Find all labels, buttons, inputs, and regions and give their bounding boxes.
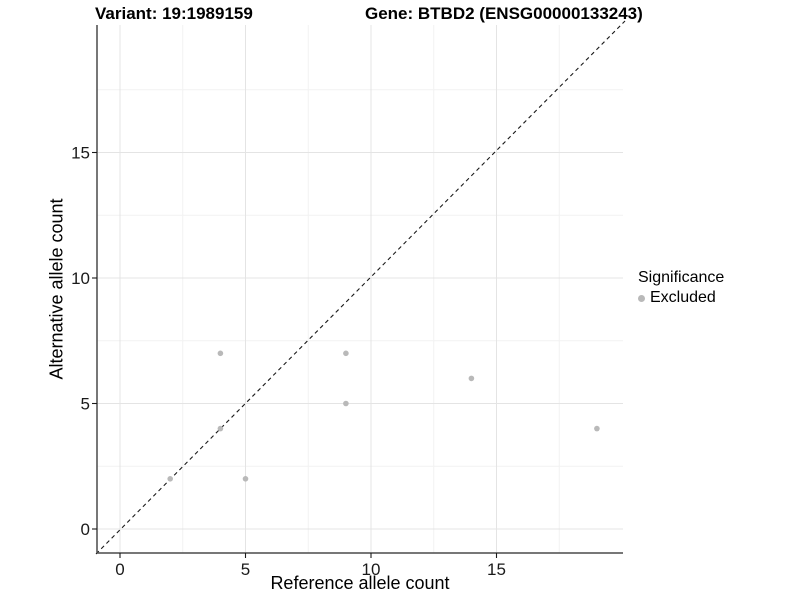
y-tick-label: 5 — [81, 395, 90, 414]
data-point — [242, 476, 249, 482]
legend-point-icon — [638, 294, 645, 302]
x-tick-label: 15 — [487, 560, 506, 579]
plot-title-variant: Variant: 19:1989159 — [95, 4, 253, 23]
y-tick-label: 0 — [81, 520, 90, 539]
legend-item-label: Excluded — [650, 289, 716, 306]
plot-title-gene: Gene: BTBD2 (ENSG00000133243) — [365, 4, 643, 23]
data-point — [217, 425, 224, 432]
x-tick-label: 5 — [241, 560, 250, 579]
data-point — [217, 350, 224, 357]
legend-item-excluded: Excluded — [638, 289, 724, 307]
data-point — [343, 350, 349, 357]
legend: Significance Excluded — [638, 269, 724, 307]
x-tick-label: 10 — [362, 560, 381, 579]
data-point — [468, 375, 475, 382]
data-point — [594, 425, 600, 432]
data-point — [343, 400, 349, 407]
y-tick-label: 15 — [71, 144, 90, 163]
y-axis-title: Alternative allele count — [46, 198, 67, 380]
x-tick-label: 0 — [115, 560, 124, 579]
data-point — [167, 476, 173, 482]
identity-line — [95, 20, 626, 555]
x-axis-title: Reference allele count — [270, 573, 450, 593]
y-tick-label: 10 — [71, 269, 90, 288]
legend-title: Significance — [638, 269, 725, 286]
